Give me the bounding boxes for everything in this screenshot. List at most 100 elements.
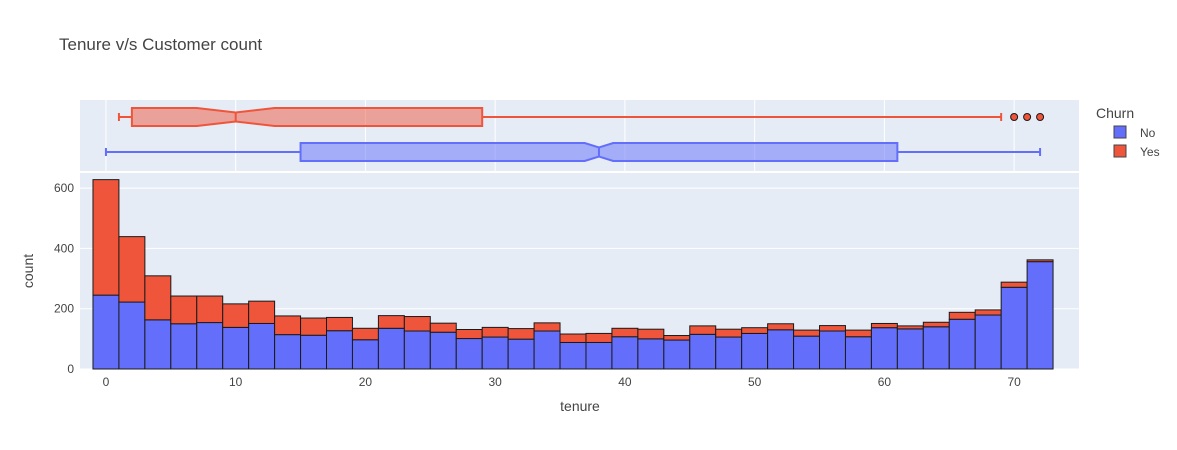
x-tick-label: 0 bbox=[103, 375, 110, 389]
bar-yes bbox=[429, 322, 457, 333]
bar-yes bbox=[377, 315, 405, 329]
bar-no bbox=[533, 330, 561, 370]
bar-no bbox=[793, 335, 821, 370]
bar-no bbox=[715, 336, 743, 370]
bar-no bbox=[559, 341, 587, 370]
y-tick-label: 200 bbox=[54, 302, 74, 316]
legend-title: Churn bbox=[1096, 105, 1134, 121]
x-axis-label: tenure bbox=[560, 398, 600, 414]
bar-no bbox=[663, 339, 691, 370]
bar-yes bbox=[351, 327, 379, 341]
bar-yes bbox=[170, 295, 198, 325]
bar-no bbox=[455, 338, 483, 370]
bar-yes bbox=[300, 317, 328, 336]
bar-no bbox=[351, 339, 379, 370]
bar-yes bbox=[637, 328, 665, 340]
legend-swatch-no[interactable] bbox=[1113, 125, 1127, 139]
x-tick-label: 50 bbox=[748, 375, 762, 389]
legend-label-no[interactable]: No bbox=[1140, 126, 1156, 140]
bar-yes bbox=[274, 315, 302, 336]
bar-yes bbox=[870, 322, 898, 329]
outlier-point bbox=[1023, 113, 1032, 121]
bar-yes bbox=[1000, 281, 1028, 288]
bar-yes bbox=[844, 329, 872, 338]
x-tick-label: 20 bbox=[359, 375, 373, 389]
bar-no bbox=[1026, 261, 1054, 370]
bar-yes bbox=[767, 323, 795, 331]
y-tick-label: 600 bbox=[54, 181, 74, 195]
x-tick-label: 40 bbox=[618, 375, 632, 389]
y-axis-label: count bbox=[20, 254, 36, 288]
bar-yes bbox=[533, 322, 561, 332]
bar-no bbox=[429, 331, 457, 370]
bar-yes bbox=[715, 328, 743, 338]
bar-no bbox=[819, 330, 846, 370]
bar-yes bbox=[922, 321, 950, 328]
x-tick-label: 30 bbox=[488, 375, 502, 389]
boxplot-yes bbox=[117, 107, 1045, 127]
histogram-bars bbox=[92, 179, 1054, 370]
y-tick-label: 400 bbox=[54, 241, 74, 255]
bar-yes bbox=[196, 295, 224, 324]
box bbox=[130, 107, 484, 127]
x-tick-label: 70 bbox=[1007, 375, 1021, 389]
bar-no bbox=[870, 327, 898, 370]
bar-no bbox=[611, 336, 639, 370]
bar-yes bbox=[948, 311, 976, 320]
bar-no bbox=[922, 326, 950, 370]
bar-yes bbox=[481, 326, 509, 338]
bar-no bbox=[689, 333, 717, 370]
bar-no bbox=[377, 327, 405, 370]
boxplot-no bbox=[104, 142, 1042, 162]
bar-no bbox=[1000, 286, 1028, 370]
bar-yes bbox=[689, 325, 717, 335]
outlier-point bbox=[1010, 113, 1019, 121]
bar-no bbox=[637, 338, 665, 370]
bar-no bbox=[974, 314, 1002, 370]
bar-yes bbox=[118, 236, 146, 303]
x-tick-label: 60 bbox=[878, 375, 892, 389]
bar-yes bbox=[559, 333, 587, 343]
bar-no bbox=[844, 336, 872, 370]
bar-yes bbox=[974, 309, 1002, 316]
legend: Churn No Yes bbox=[1096, 105, 1160, 159]
bar-no bbox=[896, 328, 924, 370]
bar-yes bbox=[403, 316, 431, 332]
outlier-point bbox=[1036, 113, 1045, 121]
bar-no bbox=[144, 319, 172, 370]
bar-no bbox=[507, 338, 535, 370]
bar-no bbox=[767, 329, 795, 370]
bar-yes bbox=[326, 316, 353, 332]
legend-label-yes[interactable]: Yes bbox=[1140, 145, 1160, 159]
bar-no bbox=[248, 322, 276, 370]
bar-no bbox=[196, 322, 224, 370]
bar-no bbox=[948, 318, 976, 370]
bar-yes bbox=[611, 327, 639, 338]
bar-no bbox=[585, 341, 613, 370]
bar-no bbox=[741, 332, 769, 370]
bar-no bbox=[481, 336, 509, 370]
bar-no bbox=[300, 334, 328, 370]
bar-yes bbox=[1026, 259, 1054, 263]
bar-no bbox=[92, 294, 120, 370]
y-axis-ticks: 0 200 400 600 bbox=[54, 181, 74, 376]
bar-no bbox=[403, 330, 431, 370]
boxplots bbox=[104, 107, 1045, 162]
bar-yes bbox=[793, 329, 821, 337]
bar-yes bbox=[663, 335, 691, 341]
bar-yes bbox=[741, 327, 769, 334]
bar-yes bbox=[248, 300, 276, 324]
bar-no bbox=[326, 330, 353, 370]
legend-swatch-yes[interactable] bbox=[1113, 144, 1127, 158]
bar-no bbox=[274, 334, 302, 370]
bar-yes bbox=[92, 179, 120, 296]
bar-yes bbox=[896, 325, 924, 330]
x-axis-ticks: 0 10 20 30 40 50 60 70 bbox=[103, 375, 1022, 389]
bar-yes bbox=[222, 303, 250, 328]
bar-yes bbox=[507, 328, 535, 340]
y-tick-label: 0 bbox=[67, 362, 74, 376]
bar-yes bbox=[455, 328, 483, 340]
bar-no bbox=[170, 323, 198, 370]
bar-no bbox=[222, 326, 250, 370]
